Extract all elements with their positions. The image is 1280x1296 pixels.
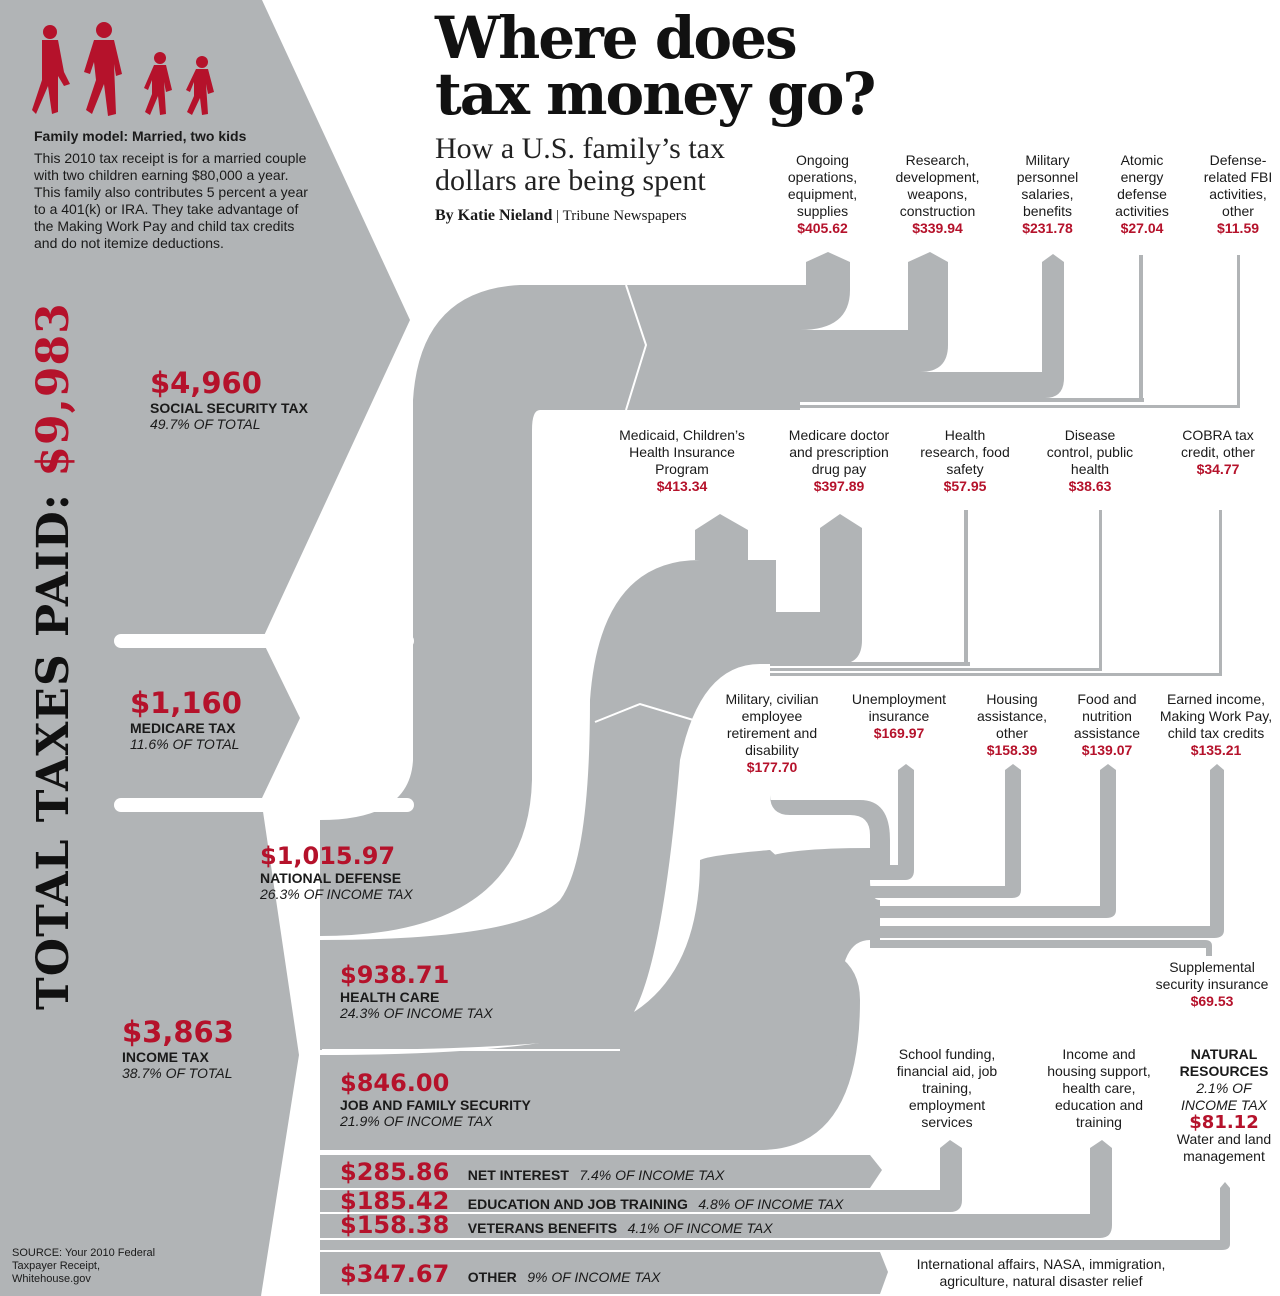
label: VETERANS BENEFITS [467,1220,618,1236]
percent: 2.1% OF [1196,1080,1252,1096]
family-description: This 2010 tax receipt is for a married c… [34,150,308,251]
subtitle: How a U.S. family’s tax dollars are bein… [435,133,725,197]
national-defense: $1,015.97 NATIONAL DEFENSE 26.3% OF INCO… [260,842,413,902]
amount: $4,960 [150,366,262,400]
percent: 38.7% OF TOTAL [122,1065,233,1081]
label: INCOME TAX [122,1049,209,1065]
job-and-family-security: $846.00 JOB AND FAMILY SECURITY 21.9% OF… [340,1069,531,1129]
percent: INCOME TAX [1180,1097,1268,1113]
health-item: Health research, food safety $57.95 [920,427,1010,494]
jobs-item: Military, civilian employee retirement a… [725,691,819,775]
other-band [320,1252,888,1294]
woman-walking-icon [32,25,70,114]
label: NATIONAL DEFENSE [260,870,402,886]
social-security-tax: $4,960 SOCIAL SECURITY TAX 49.7% OF TOTA… [150,366,308,432]
title-line-1: Where does [435,4,798,72]
veterans-band [320,1140,1112,1238]
source-note: SOURCE: Your 2010 Federal Taxpayer Recei… [12,1247,156,1285]
total-taxes-paid: TOTAL TAXES PAID: $9,983 [28,302,79,1010]
amount: $81.12 [1189,1112,1259,1133]
health-item: Disease control, public health $38.63 [1046,427,1134,494]
label: MEDICARE TAX [130,720,236,736]
natural-resources: NATURAL RESOURCES 2.1% OF INCOME TAX $81… [1168,1046,1280,1165]
other-spending: $347.67 OTHER 9% OF INCOME TAX [340,1260,661,1288]
percent: 7.4% OF INCOME TAX [579,1167,725,1183]
man-walking-icon [84,22,122,116]
percent: 4.1% OF INCOME TAX [627,1220,773,1236]
byline-separator: | [556,208,560,224]
percent: 21.9% OF INCOME TAX [340,1113,493,1129]
amount: $347.67 [340,1260,450,1288]
defense-item: Defense-related FBI activities, other $11… [1203,152,1273,236]
family-heading: Family model: Married, two kids [34,128,247,144]
subtitle-line-1: How a U.S. family’s tax [435,132,725,165]
amount: $285.86 [340,1158,450,1186]
defense-item: Military personnel salaries, benefits $23… [1016,152,1079,236]
defense-item: Atomic energy defense activities $27.04 [1115,152,1169,236]
percent: 9% OF INCOME TAX [527,1269,661,1285]
total-amount: $9,983 [28,302,79,477]
percent: 11.6% OF TOTAL [130,736,240,752]
natural-band [320,1182,1230,1250]
jobs-item: Housing assistance, other $158.39 [976,691,1048,758]
label: HEALTH CARE [340,989,440,1005]
health-item: Medicaid, Children’s Health Insurance Pr… [619,427,745,494]
author: By Katie Nieland [435,207,553,224]
amount: $3,863 [122,1015,234,1049]
education-and-job-training: $185.42 EDUCATION AND JOB TRAINING 4.8% … [340,1187,843,1215]
page-title: Where does tax money go? [435,4,876,128]
veterans-benefits: $158.38 VETERANS BENEFITS 4.1% OF INCOME… [340,1211,773,1239]
health-item: COBRA tax credit, other $34.77 [1181,427,1255,477]
interest-band [320,1155,882,1188]
subtitle-line-2: dollars are being spent [435,164,706,197]
percent: 24.3% OF INCOME TAX [340,1005,493,1021]
social-security-band [0,0,410,640]
jobs-item: Food and nutrition assistance $139.07 [1073,691,1141,758]
byline: By Katie Nieland | Tribune Newspapers [435,207,687,225]
medicare-band [0,640,300,798]
total-label: TOTAL TAXES PAID: [28,476,79,1010]
amount: $185.42 [340,1187,450,1215]
percent: 26.3% OF INCOME TAX [260,886,413,902]
label: NATURAL [1190,1046,1258,1062]
veterans-description: Income and housing support, health care,… [1047,1046,1151,1130]
title-line-2: tax money go? [435,60,876,128]
amount: $158.38 [340,1211,450,1239]
label: RESOURCES [1179,1063,1269,1079]
amount: $846.00 [340,1069,450,1097]
amount: $938.71 [340,961,450,989]
income-tax: $3,863 INCOME TAX 38.7% OF TOTAL [122,1015,234,1081]
defense-item: Ongoing operations, equipment, supplies $… [787,152,858,236]
jobs-item: Earned income, Making Work Pay, child ta… [1159,691,1273,758]
family-icon [32,22,214,116]
percent: 49.7% OF TOTAL [150,416,261,432]
health-care: $938.71 HEALTH CARE 24.3% OF INCOME TAX [340,961,493,1021]
defense-item: Research, development, weapons, construc… [895,152,980,236]
publisher: Tribune Newspapers [562,208,687,224]
child-walking-icon [186,56,214,115]
label: NET INTEREST [467,1167,569,1183]
percent: 4.8% OF INCOME TAX [698,1196,844,1212]
amount: $1,015.97 [260,842,396,870]
jobs-item: Unemployment insurance $169.97 [851,691,947,741]
jobs-pipe [320,850,860,1150]
amount: $1,160 [130,686,242,720]
education-band [320,1140,962,1212]
health-item: Medicare doctor and prescription drug pa… [788,427,890,494]
label: EDUCATION AND JOB TRAINING [467,1196,688,1212]
child-walking-icon [144,52,172,115]
education-description: School funding, financial aid, job train… [896,1046,998,1130]
other-description: International affairs, NASA, immigration… [916,1256,1166,1289]
description: Water and land management [1176,1131,1272,1164]
jobs-item: Supplemental security insurance $69.53 [1155,959,1269,1009]
label: JOB AND FAMILY SECURITY [340,1097,531,1113]
net-interest: $285.86 NET INTEREST 7.4% OF INCOME TAX [340,1158,724,1186]
label: OTHER [467,1269,517,1285]
income-tax-band [0,798,300,1296]
label: SOCIAL SECURITY TAX [150,400,308,416]
defense-pipe [320,285,800,936]
medicare-tax: $1,160 MEDICARE TAX 11.6% OF TOTAL [130,686,242,752]
health-pipe [320,560,776,1050]
